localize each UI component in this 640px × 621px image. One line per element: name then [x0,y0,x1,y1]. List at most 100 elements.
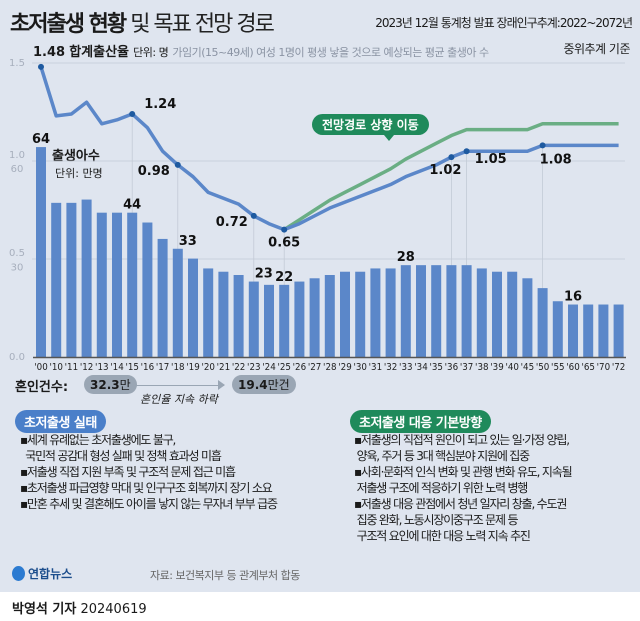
marriage-label: 혼인건수: [15,380,69,395]
bar [81,199,92,357]
births-legend-label: 출생아수 [52,149,100,164]
bar [157,238,168,357]
right-box-item: 저출생 구조에 적응하기 위한 노력 병행 [354,481,529,495]
births-data-label: 23 [255,267,273,282]
tfr-point [250,212,257,219]
date: 20240619 [80,602,147,617]
bar [446,265,457,357]
tfr-label-first: 1.48 [33,45,66,60]
title-light: 및 목표 전망 경로 [130,12,275,37]
x-tick-label: '70 [597,362,611,373]
x-tick-label: '50 [536,362,550,373]
bar [355,271,366,357]
bar [537,288,548,357]
x-tick-label: '15 [125,362,139,373]
bar [476,268,487,357]
tfr-data-label: 1.02 [429,163,461,178]
x-tick-label: '37 [460,362,474,373]
title-bold: 초저출생 현황 [10,12,127,37]
tfr-point [539,142,546,149]
tfr-tick-label: 0.5 [9,248,25,259]
bar [112,212,122,357]
tfr-point [463,148,470,155]
marriage-from-pill: 32.3만 [84,375,137,394]
tfr-point [174,161,181,168]
bar [340,271,350,357]
x-tick-label: '26 [293,362,307,373]
tfr-unit: 단위: 명 [133,46,169,59]
left-box-list: ▪세계 유례없는 초저출생에도 불구, 국민적 공감대 형성 실패 및 정책 효… [20,432,340,512]
x-tick-label: '14 [110,362,124,373]
x-tick-label: '00 [34,362,48,373]
tfr-tick-label: 0.0 [9,352,25,363]
bar [36,147,46,357]
tfr-data-label: 1.05 [475,152,507,167]
births-data-label: 64 [32,132,50,147]
x-tick-label: '39 [490,362,504,373]
births-data-label: 22 [275,270,293,285]
bar [66,202,77,357]
source-note: 2023년 12월 통계청 발표 장래인구추계:2022~2072년 [375,16,633,30]
tfr-tick-label: 1.0 [9,150,25,161]
tfr-line [39,66,619,232]
bar [583,304,594,357]
page-title: 초저출생 현황 및 목표 전망 경로 [10,6,275,38]
bar [264,284,274,357]
bar [598,304,609,357]
bar [492,271,502,357]
marriage-to-unit: 만건 [267,378,290,392]
logo-text: 연합뉴스 [28,567,73,581]
right-box-item: ▪저출생의 직접적 원인이 되고 있는 일·가정 양립, [354,433,570,447]
x-tick-label: '16 [141,362,155,373]
x-tick-label: '10 [49,362,63,373]
tfr-data-label: 0.72 [216,215,248,230]
tfr-legend: 1.48 합계출산율 단위: 명 가임기(15~49세) 여성 1명이 평생 낳… [33,41,489,60]
callout-upward-shift: 전망경로 상향 이동 [312,114,429,141]
bar [416,265,426,357]
x-tick-label: '19 [186,362,200,373]
right-box-title: 초저출생 대응 기본방향 [350,410,491,433]
tfr-description: 가임기(15~49세) 여성 1명이 평생 낳을 것으로 예상되는 평균 출생아… [172,46,489,59]
right-box-list: ▪저출생의 직접적 원인이 되고 있는 일·가정 양립, 양육, 주거 등 3대… [354,432,636,544]
arrow-head-icon [218,380,225,390]
tfr-data-label: 1.24 [144,97,176,112]
x-tick-label: '18 [171,362,185,373]
bar [461,265,472,357]
x-tick-label: '25 [277,362,291,373]
bar [248,281,259,357]
right-box-item: ▪사회·문화적 인식 변화 및 관행 변화 유도, 지속될 [354,465,573,479]
x-tick-label: '40 [505,362,519,373]
x-tick-label: '22 [232,362,246,373]
bar [568,304,578,357]
bar [400,265,411,357]
bar [142,222,153,357]
x-tick-label: '65 [581,362,595,373]
x-tick-label: '31 [369,362,383,373]
tfr-data-label: 0.98 [138,164,170,179]
byline: 박영석 기자 20240619 [12,598,147,617]
bar [507,271,518,357]
x-tick-label: '11 [65,362,79,373]
births-tick-label: 30 [11,263,24,274]
x-tick-label: '32 [384,362,398,373]
projection-line-upward [283,122,619,232]
left-box-item: ▪세계 유례없는 초저출생에도 불구, [20,433,176,447]
x-tick-label: '20 [201,362,215,373]
left-box-item: ▪만혼 추세 및 결혼해도 아이를 낳지 않는 무자녀 부부 급증 [20,497,278,511]
left-box-title: 초저출생 실태 [15,410,106,433]
basis-note: 중위추계 기준 [563,42,630,56]
data-source: 자료: 보건복지부 등 관계부처 합동 [150,569,300,582]
bar [172,248,183,357]
tfr-data-label: 1.08 [540,152,572,167]
x-tick-label: '13 [95,362,109,373]
left-box-item: ▪저출생 직접 지원 부족 및 구조적 문제 접근 미흡 [20,465,236,479]
births-data-label: 16 [564,290,582,305]
tfr-data-label: 0.65 [268,236,300,251]
x-tick-label: '72 [612,362,626,373]
x-tick-label: '34 [414,362,428,373]
logo-icon [12,566,25,581]
bar [385,268,396,357]
x-tick-label: '12 [80,362,94,373]
